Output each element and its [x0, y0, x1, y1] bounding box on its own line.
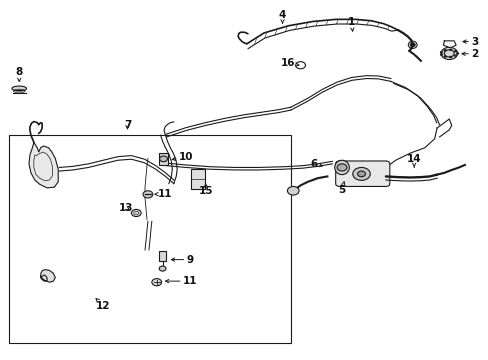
Circle shape — [439, 54, 442, 56]
Text: 6: 6 — [309, 159, 322, 169]
Circle shape — [152, 279, 161, 286]
Circle shape — [159, 156, 167, 162]
Text: 11: 11 — [155, 189, 172, 199]
Circle shape — [131, 210, 141, 217]
Circle shape — [357, 171, 365, 177]
FancyBboxPatch shape — [335, 161, 389, 186]
Circle shape — [159, 266, 165, 271]
Bar — [9, 135, 290, 343]
Text: 12: 12 — [96, 298, 110, 311]
Circle shape — [448, 49, 451, 51]
Text: 11: 11 — [165, 276, 197, 286]
Circle shape — [143, 191, 153, 198]
Circle shape — [448, 56, 451, 58]
Text: 14: 14 — [406, 154, 421, 167]
Circle shape — [409, 43, 414, 46]
Text: 7: 7 — [123, 120, 131, 130]
Circle shape — [439, 51, 442, 53]
Bar — [190, 169, 205, 189]
Text: 15: 15 — [199, 184, 213, 197]
Text: 1: 1 — [347, 17, 355, 31]
Bar — [159, 153, 167, 165]
Text: 2: 2 — [461, 49, 477, 59]
Ellipse shape — [334, 160, 348, 175]
Circle shape — [453, 50, 456, 52]
Text: 9: 9 — [171, 255, 193, 265]
Circle shape — [440, 47, 457, 59]
Circle shape — [453, 55, 456, 57]
Circle shape — [287, 186, 299, 195]
Circle shape — [352, 167, 369, 180]
Text: 5: 5 — [338, 182, 345, 195]
Circle shape — [443, 55, 446, 58]
Text: 16: 16 — [281, 58, 299, 68]
Circle shape — [443, 49, 446, 51]
Text: 3: 3 — [462, 37, 477, 46]
Polygon shape — [41, 270, 55, 282]
Polygon shape — [29, 142, 58, 188]
Text: 10: 10 — [172, 152, 193, 162]
Text: 8: 8 — [16, 67, 23, 81]
Text: 4: 4 — [278, 10, 285, 23]
Circle shape — [336, 164, 346, 171]
Text: 13: 13 — [119, 203, 134, 213]
Circle shape — [455, 52, 458, 54]
Bar — [159, 251, 165, 261]
Ellipse shape — [12, 86, 26, 91]
